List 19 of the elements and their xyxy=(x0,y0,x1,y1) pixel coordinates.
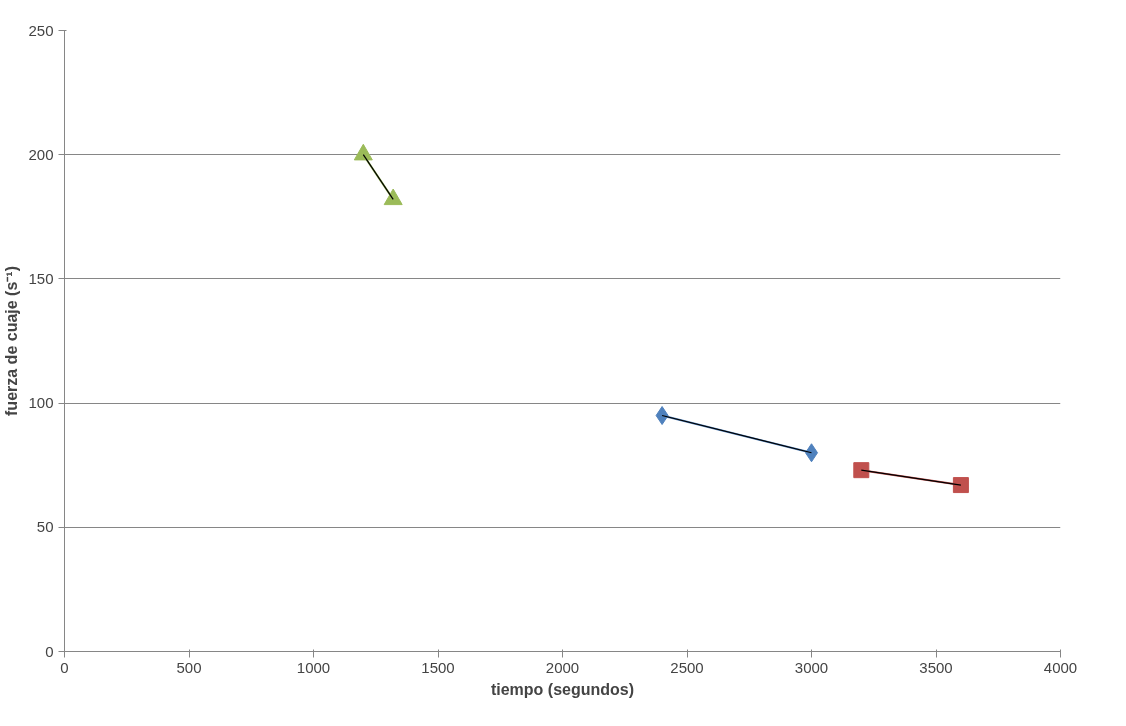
y-tick-label: 50 xyxy=(36,518,54,536)
x-tick-label: 2500 xyxy=(670,658,704,676)
x-tick-label: 0 xyxy=(60,658,69,676)
x-tick-label: 3000 xyxy=(794,658,829,676)
x-tick-label: 2000 xyxy=(545,658,580,676)
x-tick-label: 1500 xyxy=(421,658,455,676)
y-tick-label: 250 xyxy=(28,21,54,39)
y-axis-title: fuerza de cuaje (s⁻¹) xyxy=(3,266,21,416)
y-tick-label: 150 xyxy=(28,269,54,287)
y-tick-label: 200 xyxy=(28,145,54,163)
y-tick-label: 0 xyxy=(45,642,54,660)
x-axis-title: tiempo (segundos) xyxy=(490,680,635,698)
y-tick-label: 100 xyxy=(28,394,54,412)
x-tick-label: 4000 xyxy=(1043,658,1078,676)
x-tick-label: 1000 xyxy=(296,658,331,676)
point xyxy=(853,462,870,479)
x-tick-label: 3500 xyxy=(919,658,953,676)
point xyxy=(952,477,969,494)
x-tick-label: 500 xyxy=(176,658,202,676)
